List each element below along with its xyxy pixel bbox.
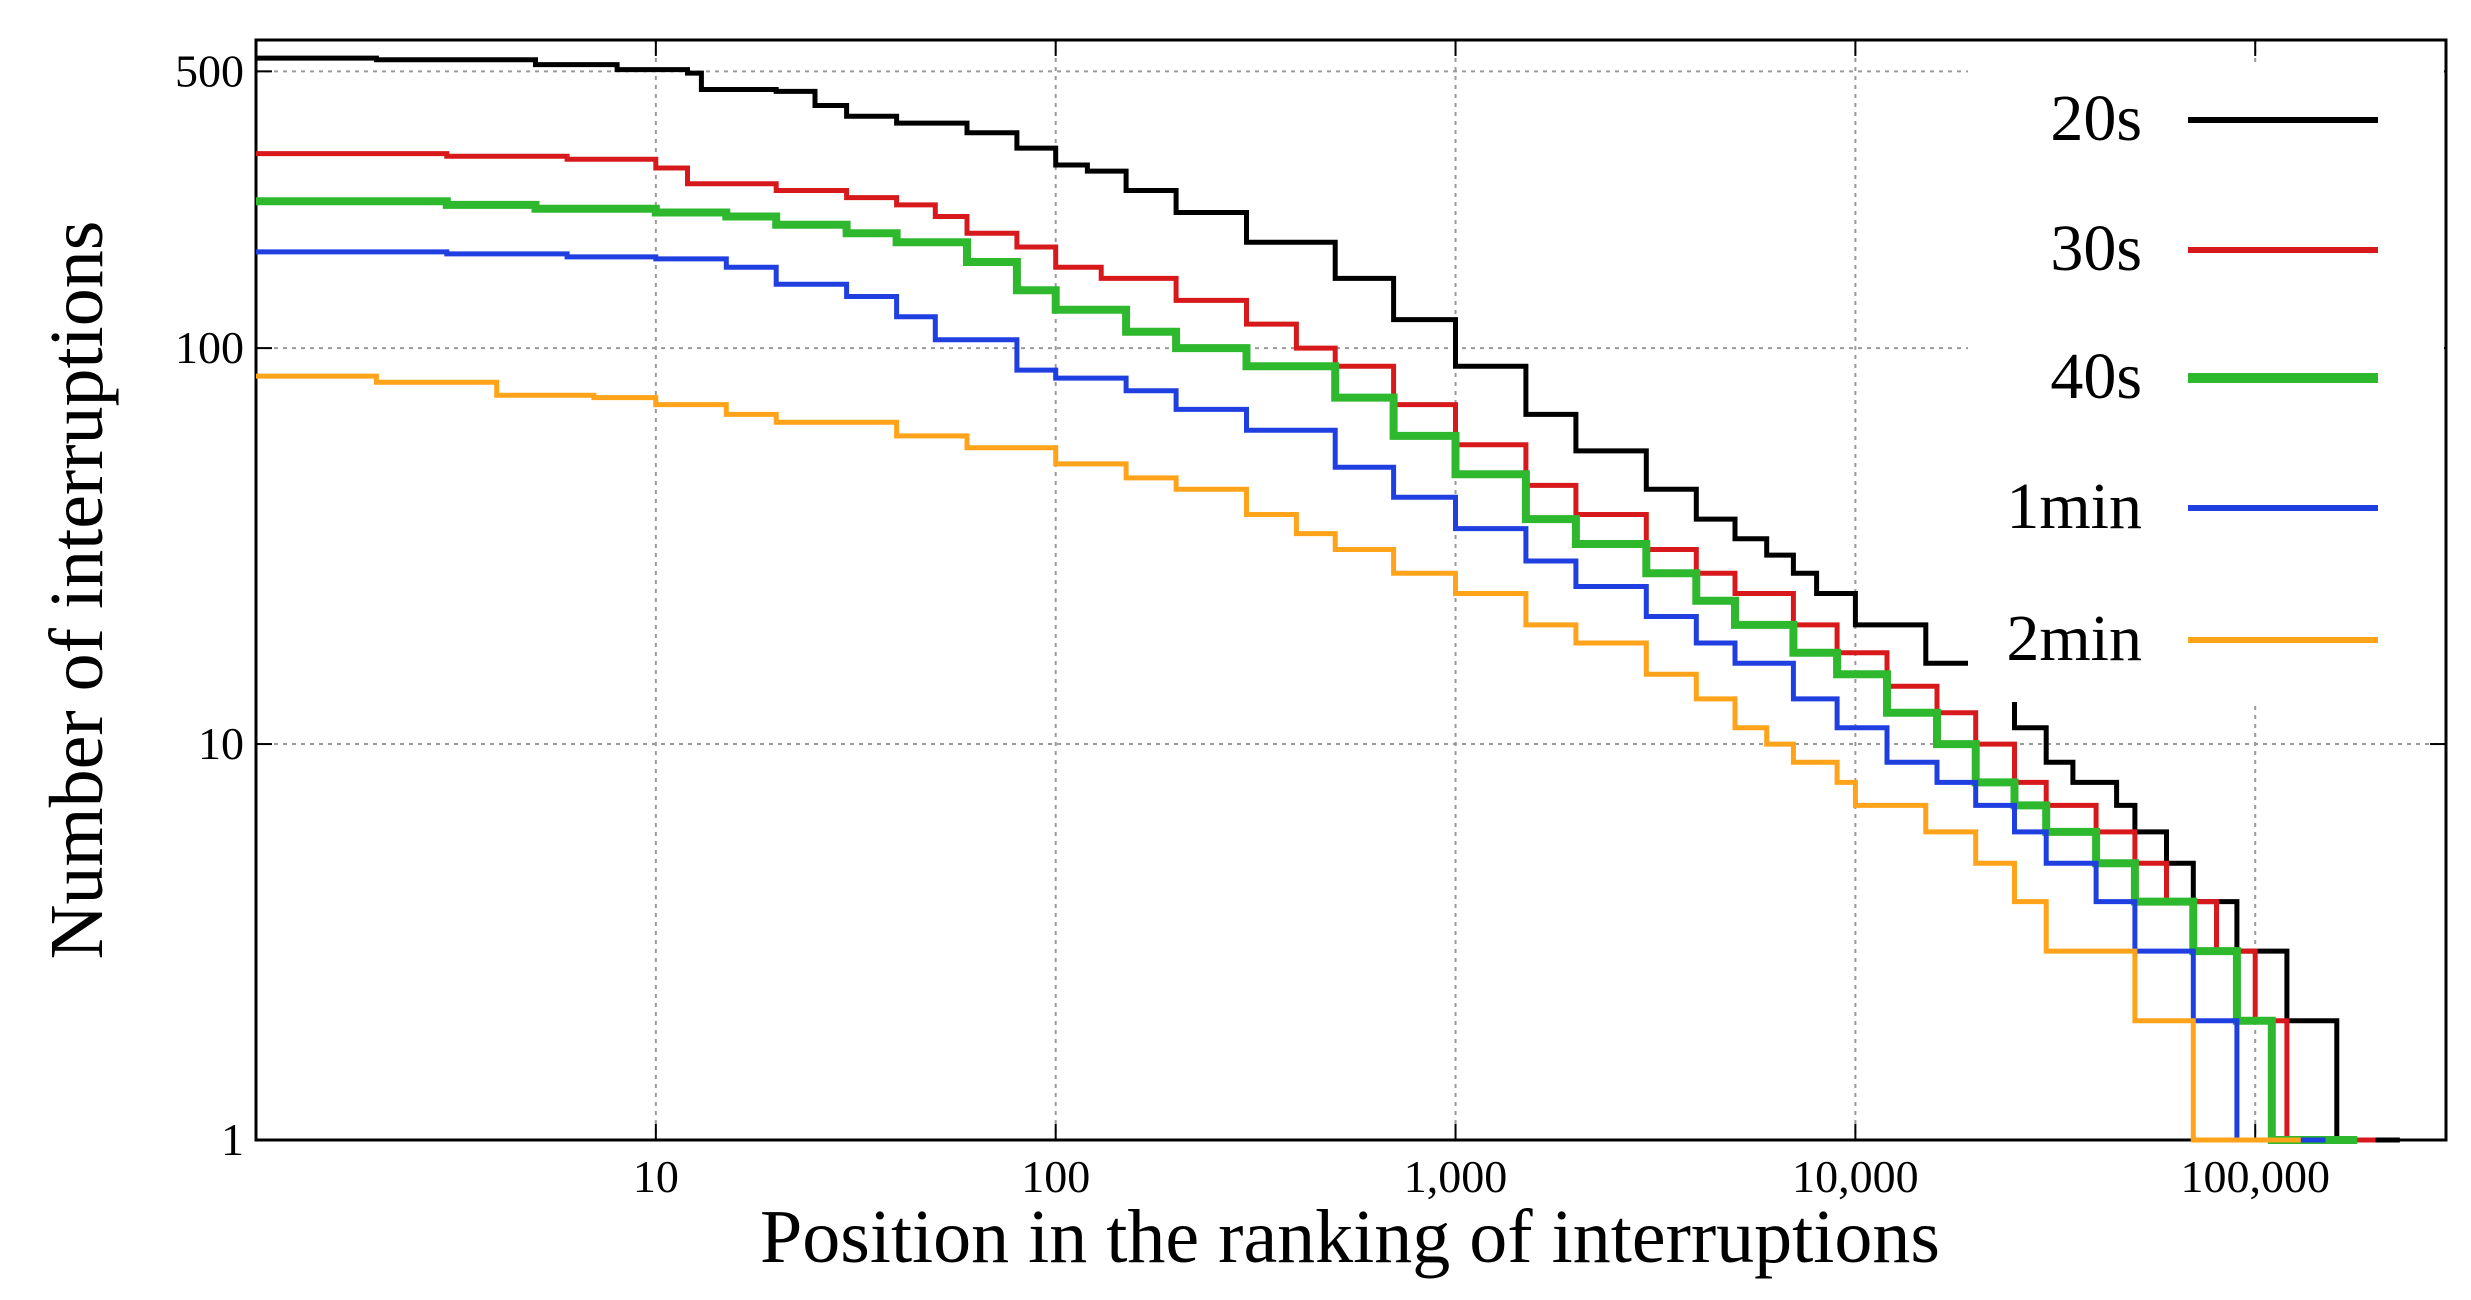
legend: 20s 30s 40s 1min 2min bbox=[1968, 62, 2444, 702]
y-tick-label: 1 bbox=[221, 1114, 244, 1165]
series-line-1min bbox=[256, 249, 2326, 1143]
legend-label-30s: 30s bbox=[2050, 212, 2142, 285]
legend-label-20s: 20s bbox=[2050, 82, 2142, 155]
series-lines bbox=[256, 55, 2400, 1144]
y-axis-title: Number of interruptions bbox=[35, 221, 119, 960]
legend-label-2min: 2min bbox=[2006, 602, 2142, 675]
series-line-2min bbox=[256, 373, 2301, 1143]
x-tick-label: 1,000 bbox=[1404, 1151, 1508, 1202]
x-tick-label: 100 bbox=[1021, 1151, 1090, 1202]
series-line-30s bbox=[256, 151, 2376, 1143]
y-tick-label: 500 bbox=[175, 45, 244, 96]
plot-frame bbox=[254, 38, 2448, 1142]
x-tick-label: 100,000 bbox=[2180, 1151, 2330, 1202]
x-axis-title: Position in the ranking of interruptions bbox=[760, 1195, 1940, 1279]
y-tick-label: 10 bbox=[198, 718, 244, 769]
x-tick-label: 10 bbox=[633, 1151, 679, 1202]
series-line-20s bbox=[256, 55, 2400, 1143]
legend-label-40s: 40s bbox=[2050, 340, 2142, 413]
y-tick-label: 100 bbox=[175, 322, 244, 373]
axis-ticks: 10 100 1,000 10,000 100,000 1 10 100 500 bbox=[175, 40, 2446, 1202]
x-tick-label: 10,000 bbox=[1792, 1151, 1919, 1202]
legend-label-1min: 1min bbox=[2006, 470, 2142, 543]
series-line-40s bbox=[256, 197, 2358, 1144]
